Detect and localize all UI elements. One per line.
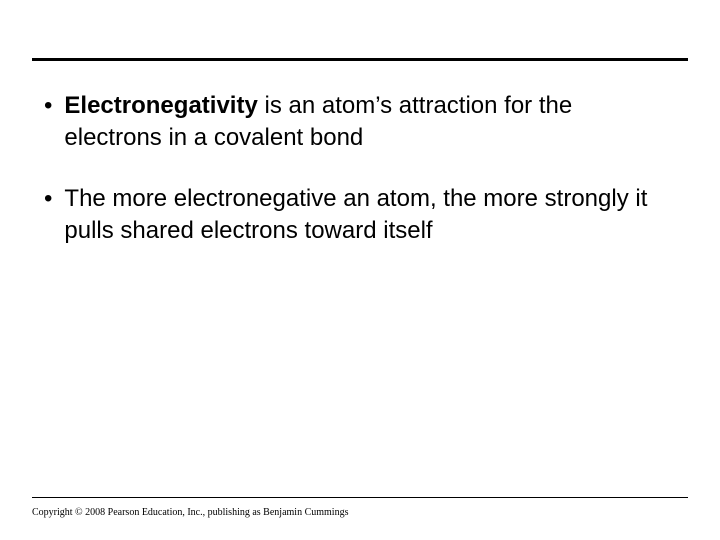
bullet-item: • Electronegativity is an atom’s attract… [44, 90, 676, 155]
copyright-text: Copyright © 2008 Pearson Education, Inc.… [32, 507, 348, 518]
bullet-rest: The more electronegative an atom, the mo… [64, 185, 647, 244]
bullet-item: • The more electronegative an atom, the … [44, 183, 676, 248]
slide-body: • Electronegativity is an atom’s attract… [44, 90, 676, 276]
bullet-marker: • [44, 90, 52, 122]
top-divider [32, 58, 688, 61]
bottom-divider [32, 497, 688, 498]
bullet-text: The more electronegative an atom, the mo… [64, 183, 676, 248]
bold-term: Electronegativity [64, 92, 257, 119]
bullet-text: Electronegativity is an atom’s attractio… [64, 90, 676, 155]
bullet-marker: • [44, 183, 52, 215]
